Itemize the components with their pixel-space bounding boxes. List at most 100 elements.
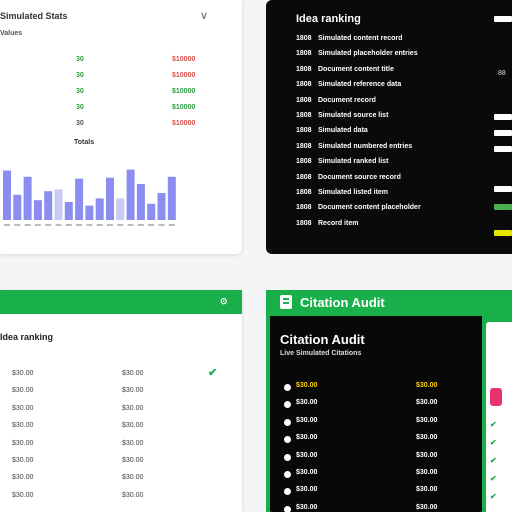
list-item[interactable]: 1808 Simulated data: [296, 124, 512, 139]
bar-chart: [3, 169, 176, 226]
stats-value: 30: [76, 120, 84, 127]
rank-number: 1808: [296, 142, 312, 150]
stats-value: 30: [76, 88, 84, 95]
citation-row[interactable]: $30.00 $30.00: [280, 380, 480, 397]
tick-mark: [65, 224, 72, 226]
check-icon: ✔: [490, 438, 497, 447]
table-cell: $30.00: [12, 422, 34, 430]
list-item[interactable]: 1808 Document content title: [296, 63, 512, 78]
tick-mark: [55, 224, 62, 226]
tick-mark: [127, 224, 134, 226]
tick-mark: [158, 224, 165, 226]
rank-number: 1808: [296, 188, 312, 196]
table-rows: $30.00 $30.00 $30.00 $30.00 $30.00 $30.00 $30.…: [0, 368, 242, 507]
rank-number: 1808: [296, 96, 312, 104]
citation-status: $30.00: [416, 399, 438, 407]
rank-title: Document record: [318, 96, 376, 104]
stats-amount: $10000: [172, 104, 196, 111]
tick-mark: [86, 224, 93, 226]
citation-ref: $30.00: [296, 451, 318, 459]
citation-ref: $30.00: [296, 434, 318, 442]
tick-mark: [107, 224, 113, 226]
rank-number: 1808: [296, 219, 312, 227]
check-icon: ✔: [490, 420, 497, 429]
list-item[interactable]: 1808 Document source record: [296, 171, 512, 186]
rank-title: Document content title: [318, 65, 394, 73]
list-item[interactable]: 1808 Document content placeholder: [296, 201, 512, 216]
citation-row[interactable]: $30.00 $30.00: [280, 484, 480, 501]
table-cell: $30.00: [12, 387, 34, 395]
bar: [106, 177, 114, 220]
radio-icon[interactable]: [284, 488, 291, 496]
citation-row[interactable]: $30.00 $30.00: [280, 415, 480, 432]
table-cell: $30.00: [122, 404, 144, 412]
citation-ref: $30.00: [296, 503, 318, 511]
list-item[interactable]: 1808 Simulated content record: [296, 32, 512, 47]
tick-mark: [24, 224, 31, 226]
list-item[interactable]: 1808 Simulated numbered entries: [296, 140, 512, 155]
citation-audit-card-subtitle: Live Simulated Citations: [280, 350, 362, 357]
rank-title: Document content placeholder: [318, 204, 421, 212]
citation-status: $30.00: [416, 434, 438, 442]
rank-title: Simulated ranked list: [318, 158, 389, 166]
rank-number: 1808: [296, 35, 312, 42]
bar: [126, 169, 135, 220]
stats-amount: $10000: [172, 120, 196, 127]
table-row: $30.00 $30.00: [0, 420, 242, 437]
table-row: 30 $10000: [0, 116, 242, 132]
table-cell: $30.00: [12, 491, 34, 499]
tick-mark: [137, 224, 144, 226]
alert-badge[interactable]: [490, 388, 502, 406]
bar: [147, 203, 156, 220]
status-chip: [494, 130, 512, 136]
settings-icon[interactable]: ⊙: [220, 296, 228, 306]
bar: [157, 193, 166, 220]
citation-row[interactable]: $30.00 $30.00: [280, 450, 480, 467]
tick-mark: [4, 224, 10, 226]
rank-number: 1808: [296, 173, 312, 181]
check-icon: ✔: [490, 474, 497, 483]
list-item[interactable]: 1808 Simulated placeholder entries: [296, 47, 512, 62]
citation-ref: $30.00: [296, 416, 318, 424]
citation-list: $30.00 $30.00 $30.00 $30.00 $30.00 $30.00 $30.…: [280, 380, 480, 512]
radio-icon[interactable]: [284, 401, 291, 409]
citation-row[interactable]: $30.00 $30.00: [280, 432, 480, 449]
bar: [33, 200, 42, 220]
tick-mark: [34, 224, 41, 226]
table-cell: $30.00: [122, 387, 144, 395]
stats-amount: $10000: [172, 88, 196, 95]
rank-number: 1808: [296, 81, 312, 89]
list-item[interactable]: 1808 Simulated listed item: [296, 186, 512, 201]
radio-icon[interactable]: [284, 453, 291, 461]
tick-mark: [14, 224, 21, 226]
list-item[interactable]: 1808 Document record: [296, 94, 512, 109]
table-cell: $30.00: [12, 370, 34, 377]
rank-number: 1808: [296, 111, 312, 119]
citation-row[interactable]: $30.00 $30.00: [280, 397, 480, 414]
radio-icon[interactable]: [284, 505, 291, 512]
citation-side-strip: ✔ ✔ ✔ ✔ ✔: [486, 322, 512, 512]
rank-number: 1808: [296, 65, 312, 73]
list-item[interactable]: 1808 Record item: [296, 217, 512, 232]
status-chip: [494, 114, 512, 120]
bar: [85, 205, 94, 220]
list-item[interactable]: 1808 Simulated ranked list: [296, 155, 512, 170]
list-item[interactable]: 1808 Simulated reference data: [296, 78, 512, 93]
stats-value: 30: [76, 104, 84, 111]
citation-row[interactable]: $30.00 $30.00: [280, 467, 480, 484]
citation-row[interactable]: $30.00 $30.00: [280, 502, 480, 512]
radio-icon[interactable]: [284, 436, 291, 444]
rank-title: Simulated reference data: [318, 81, 402, 89]
list-item[interactable]: 1808 Simulated source list: [296, 109, 512, 124]
radio-icon[interactable]: [284, 418, 291, 426]
table-cell: $30.00: [122, 422, 144, 430]
chevron-down-icon[interactable]: ∨: [200, 10, 209, 22]
table-cell: $30.00: [122, 439, 144, 447]
table-card: ⊙ Idea ranking ✔ $30.00 $30.00 $30.00 $30.0…: [0, 290, 242, 512]
status-chip: [494, 204, 512, 210]
bar: [64, 202, 73, 220]
tick-mark: [148, 224, 155, 226]
radio-icon[interactable]: [284, 470, 291, 478]
table-cell: $30.00: [122, 491, 144, 499]
radio-icon[interactable]: [284, 384, 291, 391]
